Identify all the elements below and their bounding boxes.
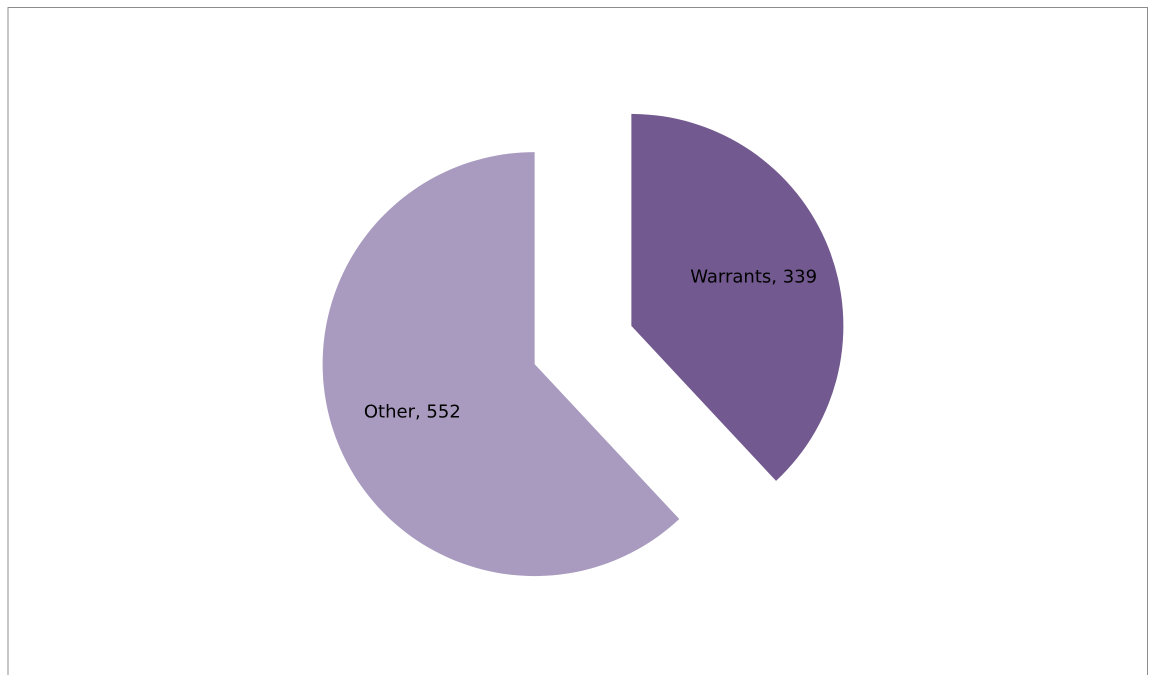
pie-slice: [322, 152, 680, 577]
data-label: Other, 552: [364, 401, 461, 422]
data-label: Warrants, 339: [690, 267, 817, 288]
pie-slice: [631, 113, 844, 481]
chart-frame: [7, 7, 1148, 675]
